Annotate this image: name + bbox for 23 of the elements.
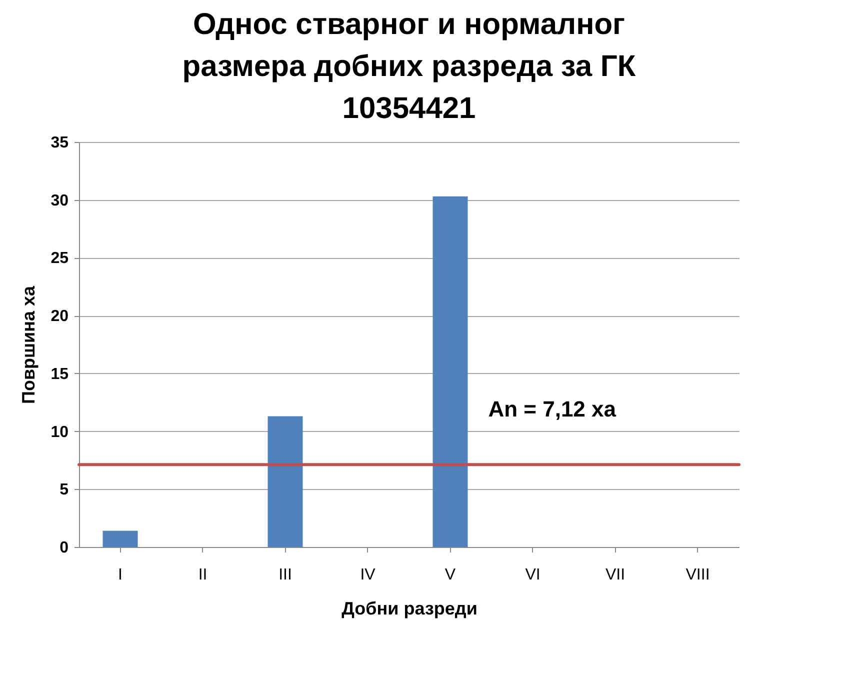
x-tick-label: III [278,566,292,584]
y-tick-label: 5 [60,482,69,499]
y-tick-label: 35 [50,134,69,152]
y-tick-label: 10 [50,424,69,441]
bar [102,530,138,547]
bar [268,416,303,547]
y-tick-label: 30 [50,192,69,210]
x-tick-label: IV [360,566,376,584]
y-tick-label: 20 [50,308,69,326]
ref-line-label: An = 7,12 ха [488,396,617,422]
y-tick-label: 0 [60,540,69,556]
y-axis-title: Површина ха [18,285,39,404]
y-tick-label: 15 [50,366,69,383]
x-tick-label: I [118,566,122,584]
x-tick-label: VI [525,566,540,584]
x-tick-label: II [198,566,208,584]
x-tick-label: VII [605,566,626,584]
x-tick-label: V [444,566,456,584]
chart-title: Однос стварног и нормалног размера добних разреда за ГК 10354421 [182,8,636,125]
y-tick-label: 25 [50,250,69,268]
x-axis-title: Добни разреди [342,598,478,618]
x-tick-label: VIII [686,566,710,584]
bar [432,196,468,547]
